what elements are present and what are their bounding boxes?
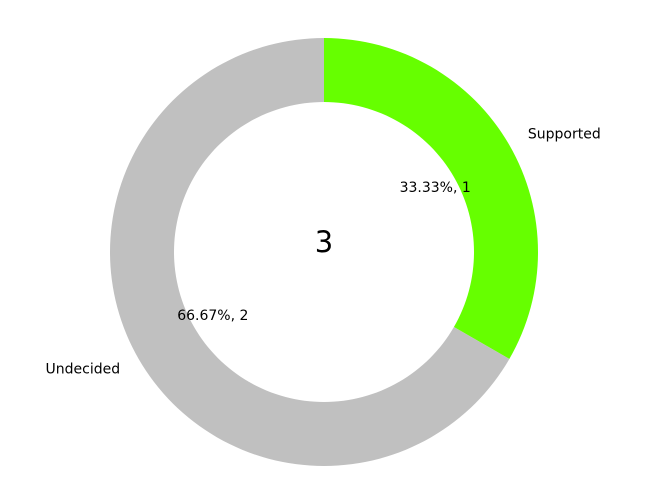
slice-value-label-undecided: 66.67%, 2 xyxy=(177,308,248,324)
slice-supported xyxy=(324,38,538,359)
slice-label-supported: Supported xyxy=(528,126,601,142)
slice-label-undecided: Undecided xyxy=(46,362,121,378)
slice-value-label-supported: 33.33%, 1 xyxy=(400,180,471,196)
center-total-label: 3 xyxy=(315,225,333,259)
